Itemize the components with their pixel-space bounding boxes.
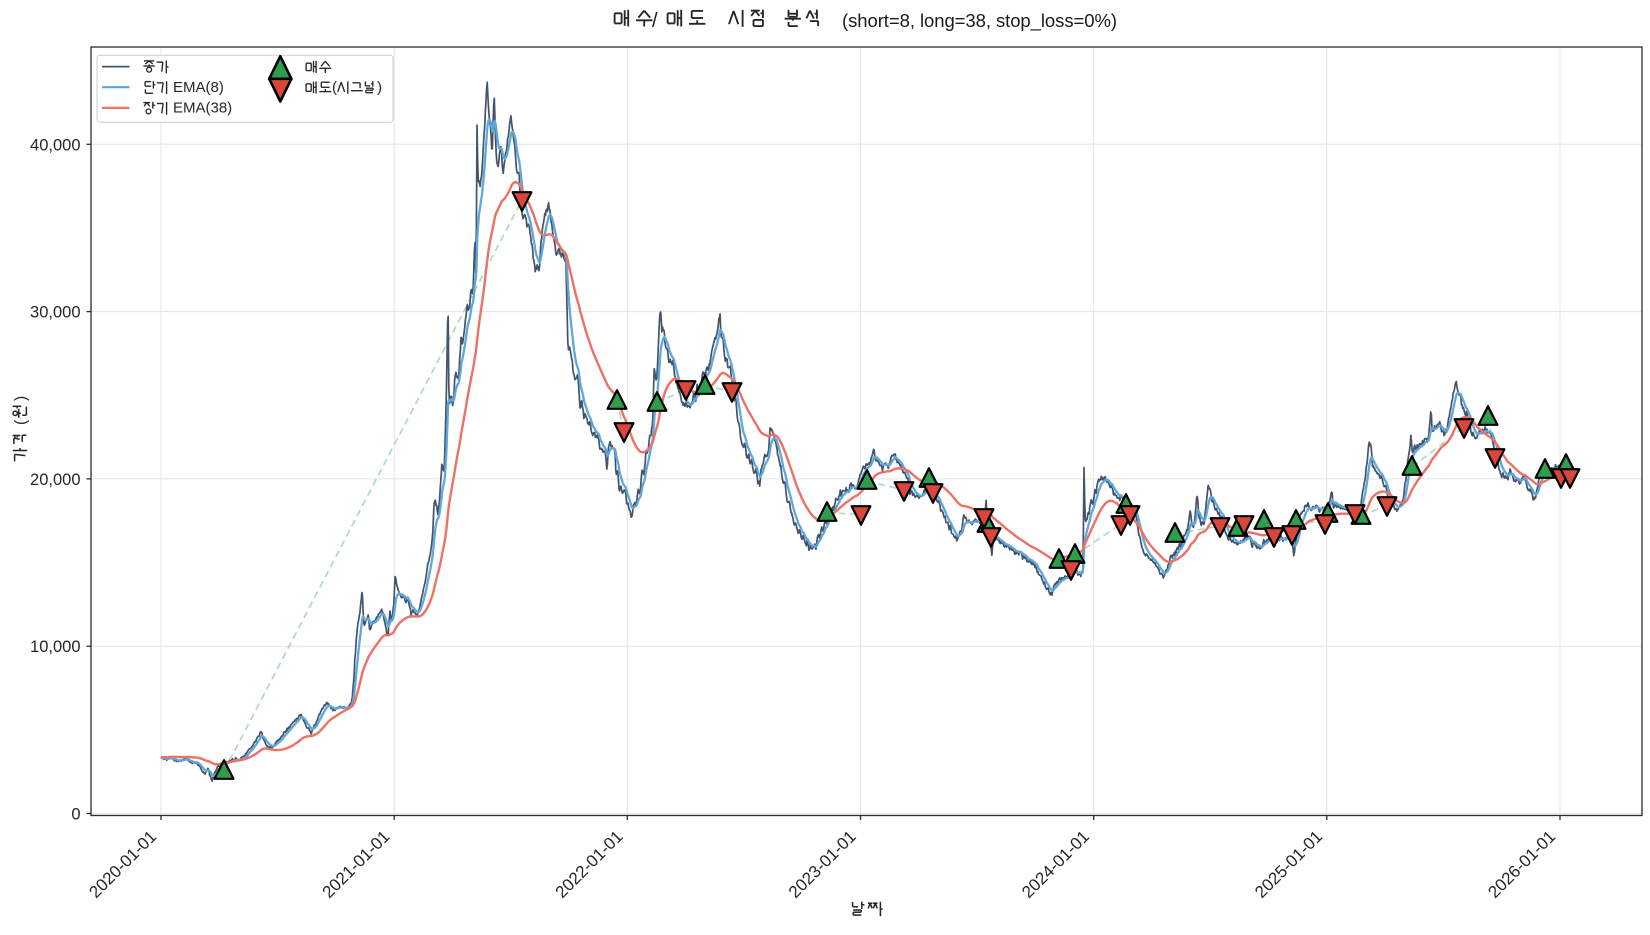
svg-text:): ) <box>377 79 382 96</box>
svg-text:(: ( <box>13 419 30 425</box>
svg-text:20,000: 20,000 <box>30 471 80 489</box>
svg-text:): ) <box>13 396 30 401</box>
svg-text:(short=8, long=38, stop_loss=0: (short=8, long=38, stop_loss=0%) <box>842 10 1117 32</box>
svg-text:EMA(38): EMA(38) <box>173 100 232 117</box>
svg-text:EMA(8): EMA(8) <box>173 79 224 96</box>
svg-text:10,000: 10,000 <box>30 638 80 656</box>
svg-text:40,000: 40,000 <box>30 136 80 154</box>
svg-text:30,000: 30,000 <box>30 304 80 322</box>
svg-text:/: / <box>652 10 658 32</box>
svg-text:0: 0 <box>71 806 80 824</box>
svg-text:(: ( <box>332 79 337 96</box>
